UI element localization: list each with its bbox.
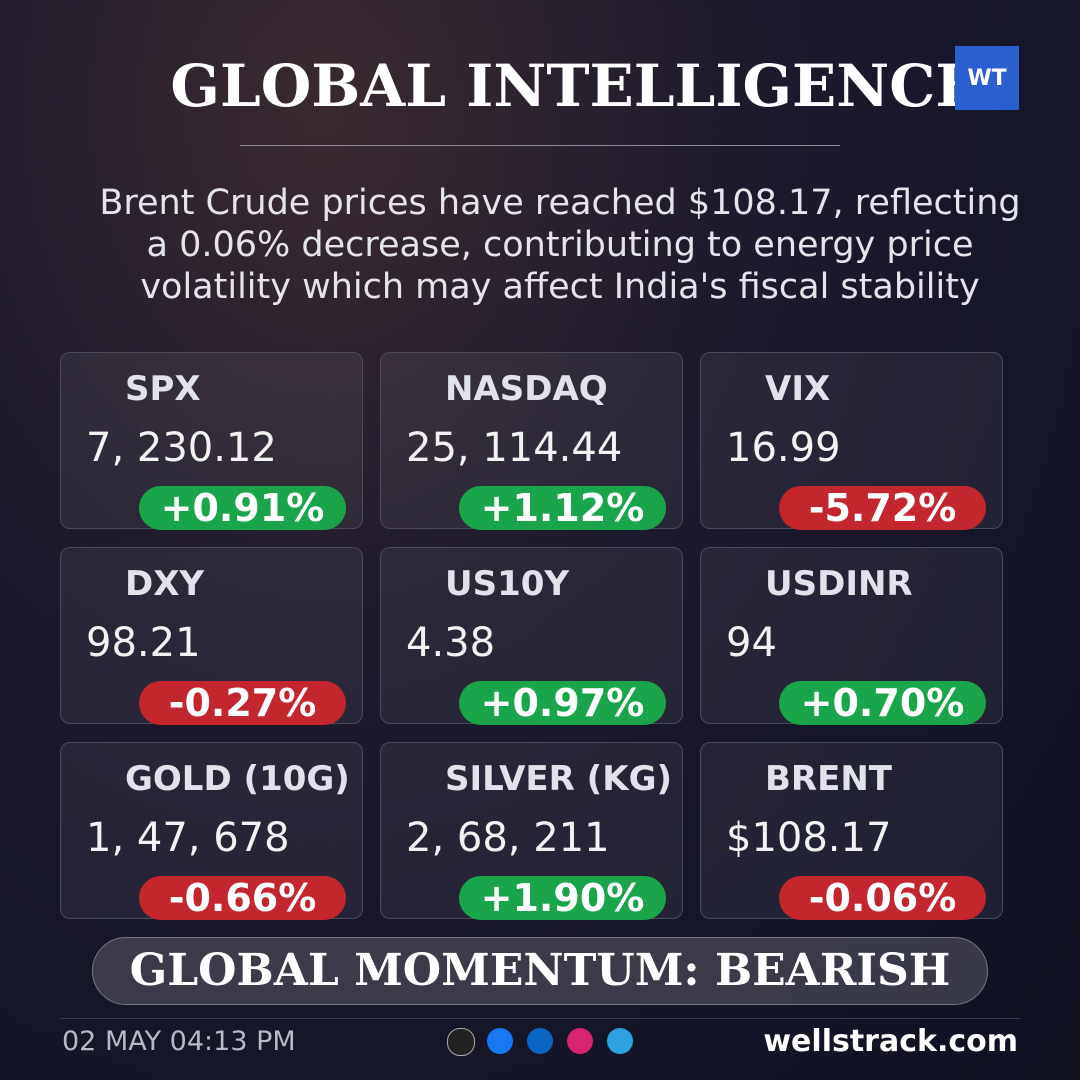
market-card: NASDAQ 25, 114.44 +1.12% <box>380 352 683 530</box>
market-card: US10Y 4.38 +0.97% <box>380 547 683 725</box>
facebook-icon[interactable] <box>487 1028 513 1054</box>
market-name: VIX <box>765 369 831 409</box>
change-badge: -0.66% <box>139 876 346 920</box>
timestamp: 02 MAY 04:13 PM <box>62 1026 296 1057</box>
market-value: $108.17 <box>726 815 892 861</box>
market-name: US10Y <box>445 564 570 604</box>
change-badge: +0.91% <box>139 486 346 530</box>
market-card: USDINR 94 +0.70% <box>700 547 1003 725</box>
change-badge: -0.06% <box>779 876 986 920</box>
market-card: SILVER (KG) 2, 68, 211 +1.90% <box>380 742 683 920</box>
market-value: 7, 230.12 <box>86 425 277 471</box>
change-badge: +0.97% <box>459 681 666 725</box>
market-name: USDINR <box>765 564 913 604</box>
change-badge: -5.72% <box>779 486 986 530</box>
logo: WT <box>955 46 1019 110</box>
title: GLOBAL INTELLIGENCE <box>170 52 980 120</box>
summary-line: a 0.06% decrease, contributing to energy… <box>146 225 974 265</box>
market-card: SPX 7, 230.12 +0.91% <box>60 352 363 530</box>
divider <box>60 1018 1020 1019</box>
website[interactable]: wellstrack.com <box>763 1024 1018 1059</box>
market-name: GOLD (10G) <box>125 759 350 799</box>
market-card: BRENT $108.17 -0.06% <box>700 742 1003 920</box>
market-value: 2, 68, 211 <box>406 815 610 861</box>
market-value: 94 <box>726 620 777 666</box>
change-badge: +1.12% <box>459 486 666 530</box>
summary-line: volatility which may affect India's fisc… <box>140 267 980 307</box>
momentum-banner: GLOBAL MOMENTUM: BEARISH <box>92 937 988 1005</box>
change-badge: +0.70% <box>779 681 986 725</box>
market-name: DXY <box>125 564 205 604</box>
market-value: 98.21 <box>86 620 201 666</box>
market-value: 16.99 <box>726 425 841 471</box>
x-icon[interactable] <box>447 1028 475 1056</box>
change-badge: -0.27% <box>139 681 346 725</box>
market-name: SPX <box>125 369 201 409</box>
market-value: 1, 47, 678 <box>86 815 290 861</box>
telegram-icon[interactable] <box>607 1028 633 1054</box>
instagram-icon[interactable] <box>567 1028 593 1054</box>
market-card: GOLD (10G) 1, 47, 678 -0.66% <box>60 742 363 920</box>
summary-line: Brent Crude prices have reached $108.17,… <box>99 183 1021 223</box>
market-card: VIX 16.99 -5.72% <box>700 352 1003 530</box>
market-name: SILVER (KG) <box>445 759 673 799</box>
market-name: NASDAQ <box>445 369 608 409</box>
linkedin-icon[interactable] <box>527 1028 553 1054</box>
market-name: BRENT <box>765 759 892 799</box>
market-value: 4.38 <box>406 620 496 666</box>
market-value: 25, 114.44 <box>406 425 623 471</box>
divider <box>240 145 840 146</box>
summary: Brent Crude prices have reached $108.17,… <box>40 182 1080 308</box>
market-card: DXY 98.21 -0.27% <box>60 547 363 725</box>
change-badge: +1.90% <box>459 876 666 920</box>
